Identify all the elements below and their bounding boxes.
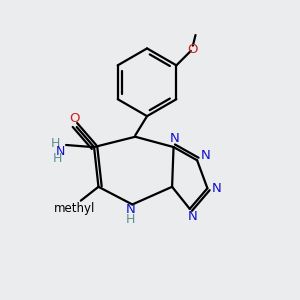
Text: O: O [69, 112, 79, 125]
Text: N: N [200, 148, 210, 161]
Text: N: N [126, 203, 136, 216]
Text: N: N [56, 145, 65, 158]
Text: O: O [187, 43, 198, 56]
Text: N: N [188, 210, 198, 223]
Text: H: H [51, 137, 61, 150]
Text: methyl: methyl [54, 202, 96, 215]
Text: H: H [52, 152, 62, 165]
Text: H: H [125, 213, 135, 226]
Text: N: N [170, 132, 180, 145]
Text: N: N [212, 182, 222, 195]
